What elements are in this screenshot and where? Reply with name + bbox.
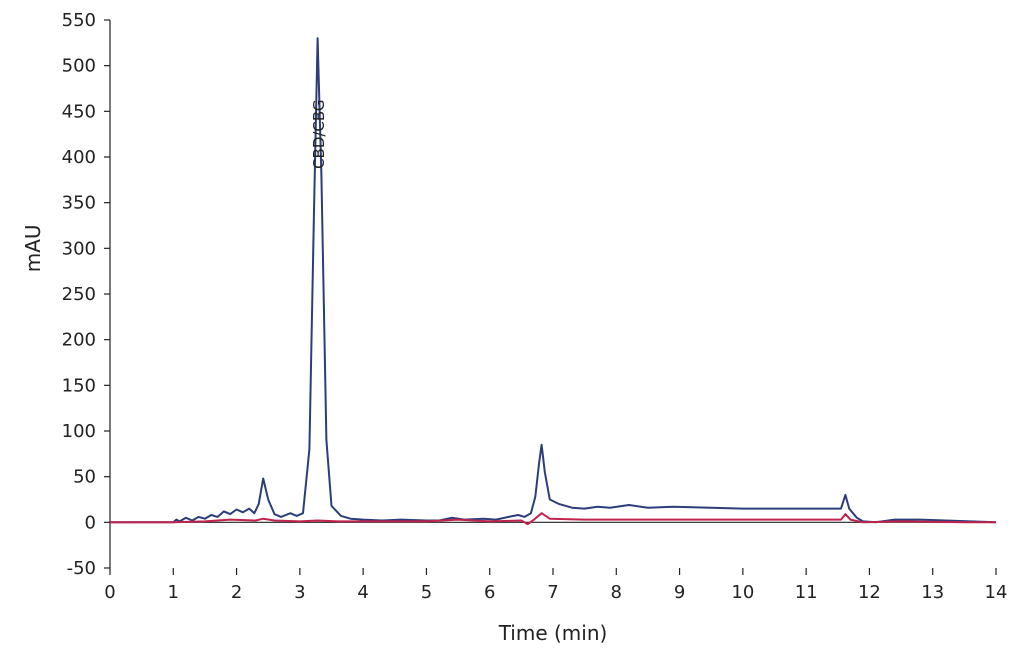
x-tick-label: 11 (795, 582, 818, 603)
peak-annotation: CBD/CBG (310, 99, 328, 169)
x-tick-label: 10 (731, 582, 754, 603)
x-tick-label: 5 (421, 582, 432, 603)
x-tick-label: 13 (921, 582, 944, 603)
y-axis-title: mAU (21, 224, 45, 272)
x-tick-label: 6 (484, 582, 495, 603)
x-tick-label: 7 (547, 582, 558, 603)
x-axis: 0 1 2 3 4 5 6 7 8 9 10 11 12 13 14 (104, 521, 1008, 603)
y-axis: -50 0 50 100 150 200 250 300 350 400 450 500 550 (62, 10, 111, 579)
annotation-layer: CBD/CBG (310, 99, 328, 169)
x-tick-label: 4 (357, 582, 368, 603)
y-tick-label: 150 (62, 375, 96, 396)
y-tick-label: 250 (62, 284, 96, 305)
y-tick-label: 500 (62, 56, 96, 77)
y-tick-label: -50 (67, 558, 96, 579)
y-tick-label: 450 (62, 101, 96, 122)
y-tick-label: 350 (62, 193, 96, 214)
x-axis-title: Time (min) (498, 621, 608, 645)
series-line-2 (110, 512, 996, 526)
x-tick-label: 1 (168, 582, 179, 603)
x-tick-label: 12 (858, 582, 881, 603)
y-tick-label: 0 (85, 512, 96, 533)
x-tick-label: 14 (985, 582, 1008, 603)
y-tick-label: 50 (73, 467, 96, 488)
y-tick-label: 200 (62, 330, 96, 351)
y-tick-label: 550 (62, 10, 96, 31)
x-tick-label: 9 (674, 582, 685, 603)
y-tick-label: 100 (62, 421, 96, 442)
x-tick-label: 2 (231, 582, 242, 603)
x-tick-label: 3 (294, 582, 305, 603)
series-line-1 (110, 37, 997, 524)
y-tick-label: 300 (62, 238, 96, 259)
x-tick-label: 0 (104, 582, 115, 603)
series-layer (110, 37, 997, 526)
y-tick-label: 400 (62, 147, 96, 168)
x-tick-label: 8 (611, 582, 622, 603)
